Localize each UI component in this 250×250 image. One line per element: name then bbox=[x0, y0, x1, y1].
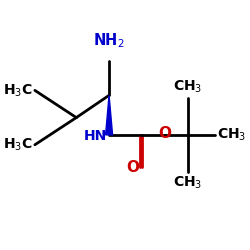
Text: CH$_3$: CH$_3$ bbox=[173, 174, 202, 191]
Text: H$_3$C: H$_3$C bbox=[3, 136, 33, 153]
Text: H$_3$C: H$_3$C bbox=[3, 82, 33, 98]
Text: NH$_2$: NH$_2$ bbox=[93, 32, 125, 50]
Text: CH$_3$: CH$_3$ bbox=[217, 127, 246, 143]
Text: O: O bbox=[158, 126, 171, 141]
Text: CH$_3$: CH$_3$ bbox=[173, 79, 202, 95]
Text: O: O bbox=[126, 160, 139, 174]
Text: HN: HN bbox=[84, 129, 107, 143]
Polygon shape bbox=[106, 95, 112, 135]
